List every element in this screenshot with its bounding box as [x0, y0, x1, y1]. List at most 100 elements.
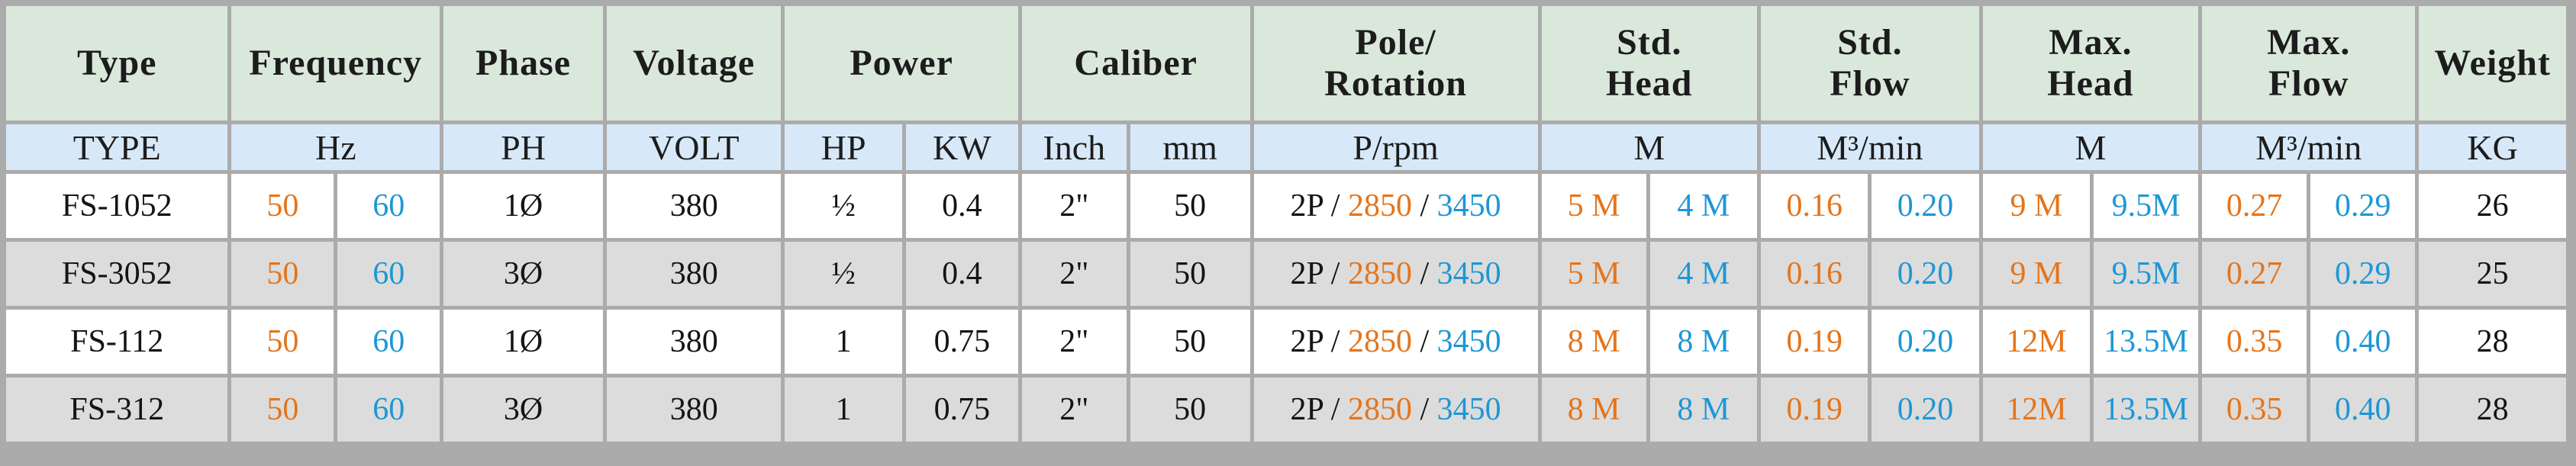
pole-value: 2P	[1290, 392, 1323, 427]
pole-value: 2P	[1290, 324, 1323, 359]
cell-caliber-mm: 50	[1130, 378, 1250, 442]
cell-std-flow-50: 0.19	[1761, 378, 1868, 442]
cell-caliber-mm: 50	[1130, 242, 1250, 306]
rpm-60hz-value: 3450	[1436, 188, 1501, 223]
cell-pole-rotation: 2P / 2850 / 3450	[1253, 378, 1538, 442]
table-row-fs-1052: FS-1052 50 60 1Ø 380 ½ 0.4 2" 50 2P / 28…	[6, 174, 2566, 238]
separator: /	[1411, 324, 1437, 359]
header-type: Type	[6, 6, 228, 121]
header-frequency: Frequency	[231, 6, 440, 121]
cell-hz60: 60	[337, 378, 440, 442]
cell-hz50: 50	[231, 242, 334, 306]
subheader-volt: VOLT	[607, 124, 782, 170]
header-weight: Weight	[2419, 6, 2566, 121]
cell-model: FS-1052	[6, 174, 228, 238]
header-max-head: Max. Head	[1982, 6, 2199, 121]
cell-std-flow-60: 0.20	[1872, 310, 1979, 374]
separator: /	[1323, 188, 1348, 223]
cell-hp: ½	[785, 242, 902, 306]
cell-phase: 1Ø	[443, 310, 603, 374]
subheader-ph: PH	[443, 124, 603, 170]
rpm-50hz-value: 2850	[1347, 256, 1412, 291]
cell-std-head-50: 8 M	[1541, 310, 1646, 374]
separator: /	[1323, 324, 1348, 359]
subheader-prpm: P/rpm	[1253, 124, 1538, 170]
cell-pole-rotation: 2P / 2850 / 3450	[1253, 174, 1538, 238]
cell-std-head-50: 5 M	[1541, 242, 1646, 306]
cell-hp: 1	[785, 310, 902, 374]
rpm-50hz-value: 2850	[1347, 392, 1412, 427]
cell-hz60: 60	[337, 242, 440, 306]
cell-voltage: 380	[607, 310, 782, 374]
pole-value: 2P	[1290, 188, 1323, 223]
cell-std-head-60: 4 M	[1649, 242, 1758, 306]
cell-max-flow-50: 0.35	[2202, 310, 2307, 374]
cell-phase: 1Ø	[443, 174, 603, 238]
separator: /	[1323, 392, 1348, 427]
cell-std-head-50: 5 M	[1541, 174, 1646, 238]
cell-hz50: 50	[231, 310, 334, 374]
header-row: Type Frequency Phase Voltage Power Calib…	[6, 6, 2566, 121]
cell-max-flow-50: 0.35	[2202, 378, 2307, 442]
cell-max-flow-50: 0.27	[2202, 174, 2307, 238]
cell-hz60: 60	[337, 310, 440, 374]
pole-value: 2P	[1290, 256, 1323, 291]
rpm-60hz-value: 3450	[1436, 324, 1501, 359]
cell-std-flow-50: 0.16	[1761, 174, 1868, 238]
cell-max-flow-60: 0.29	[2310, 174, 2416, 238]
cell-model: FS-3052	[6, 242, 228, 306]
header-caliber: Caliber	[1021, 6, 1250, 121]
cell-model: FS-312	[6, 378, 228, 442]
header-pole-rotation: Pole/ Rotation	[1253, 6, 1538, 121]
separator: /	[1323, 256, 1348, 291]
separator: /	[1411, 256, 1437, 291]
cell-caliber-inch: 2"	[1021, 174, 1127, 238]
cell-std-flow-60: 0.20	[1872, 242, 1979, 306]
cell-voltage: 380	[607, 242, 782, 306]
subheader-std-flow-m3min: M³/min	[1761, 124, 1979, 170]
cell-caliber-inch: 2"	[1021, 242, 1127, 306]
cell-kw: 0.4	[905, 174, 1018, 238]
cell-hz50: 50	[231, 174, 334, 238]
cell-model: FS-112	[6, 310, 228, 374]
pump-spec-table: Type Frequency Phase Voltage Power Calib…	[2, 2, 2570, 445]
cell-std-flow-60: 0.20	[1872, 378, 1979, 442]
cell-hp: 1	[785, 378, 902, 442]
cell-hz60: 60	[337, 174, 440, 238]
cell-std-flow-50: 0.16	[1761, 242, 1868, 306]
subheader-inch: Inch	[1021, 124, 1127, 170]
table-row-fs-112: FS-112 50 60 1Ø 380 1 0.75 2" 50 2P / 28…	[6, 310, 2566, 374]
cell-std-head-60: 4 M	[1649, 174, 1758, 238]
cell-std-flow-60: 0.20	[1872, 174, 1979, 238]
header-max-flow: Max. Flow	[2202, 6, 2416, 121]
rpm-50hz-value: 2850	[1347, 324, 1412, 359]
table-row-fs-312: FS-312 50 60 3Ø 380 1 0.75 2" 50 2P / 28…	[6, 378, 2566, 442]
cell-max-head-50: 9 M	[1982, 174, 2091, 238]
cell-max-flow-50: 0.27	[2202, 242, 2307, 306]
cell-kw: 0.75	[905, 378, 1018, 442]
subheader-kw: KW	[905, 124, 1018, 170]
cell-max-head-50: 9 M	[1982, 242, 2091, 306]
subheader-hz: Hz	[231, 124, 440, 170]
cell-max-head-60: 13.5M	[2094, 310, 2199, 374]
cell-max-flow-60: 0.29	[2310, 242, 2416, 306]
cell-caliber-inch: 2"	[1021, 310, 1127, 374]
rpm-60hz-value: 3450	[1436, 392, 1501, 427]
subheader-kg: KG	[2419, 124, 2566, 170]
subheader-max-head-m: M	[1982, 124, 2199, 170]
cell-max-head-50: 12M	[1982, 310, 2091, 374]
cell-weight: 26	[2419, 174, 2566, 238]
table-row-fs-3052: FS-3052 50 60 3Ø 380 ½ 0.4 2" 50 2P / 28…	[6, 242, 2566, 306]
cell-caliber-inch: 2"	[1021, 378, 1127, 442]
cell-weight: 28	[2419, 378, 2566, 442]
cell-max-head-50: 12M	[1982, 378, 2091, 442]
cell-max-flow-60: 0.40	[2310, 310, 2416, 374]
subheader-mm: mm	[1130, 124, 1250, 170]
cell-max-head-60: 9.5M	[2094, 242, 2199, 306]
separator: /	[1411, 392, 1437, 427]
cell-kw: 0.75	[905, 310, 1018, 374]
subheader-hp: HP	[785, 124, 902, 170]
cell-max-head-60: 9.5M	[2094, 174, 2199, 238]
cell-max-flow-60: 0.40	[2310, 378, 2416, 442]
